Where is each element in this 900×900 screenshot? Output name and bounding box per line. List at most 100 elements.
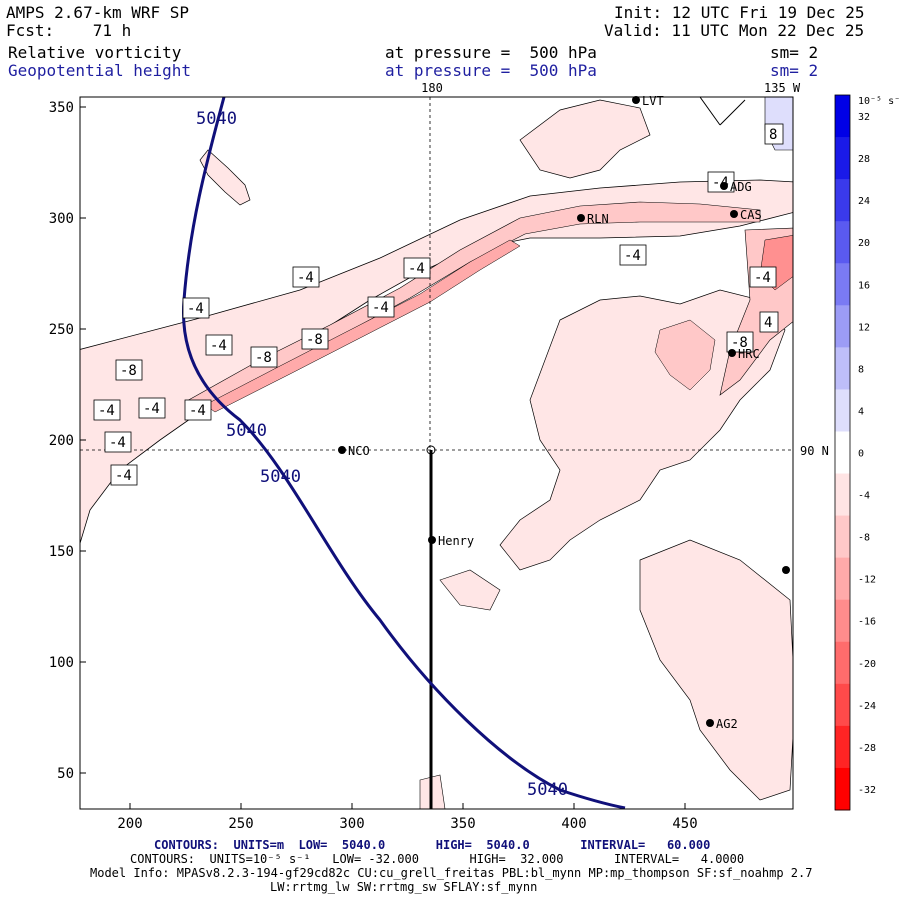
colorbar-tick-label: 4 [858,406,864,417]
colorbar-frame [834,94,851,811]
field1-name: Relative vorticity [8,43,182,62]
northeast-coast-line-2 [719,99,746,126]
station-label: AG2 [716,717,738,731]
colorbar-cell [835,431,850,475]
colorbar-tick-label: -12 [858,575,876,586]
colorbar-cell [835,641,850,685]
stations: LVT ADG RLN NCO Henry HRC AG2 CAS [338,94,790,731]
meridian-label: 180 [421,81,443,95]
station-label: LVT [642,94,664,108]
colorbar-cell [835,179,850,222]
station-marker [728,349,736,357]
x-tick-label: 450 [672,816,697,832]
x-tick-label: 200 [117,816,142,832]
colorbar-cell [835,389,850,432]
x-tick-label: 300 [339,816,364,832]
height-label-south: 5040 [527,780,568,800]
colorbar-tick-label: -24 [858,701,876,712]
x-tick-label: 250 [228,816,253,832]
vorticity-blob-west [199,149,251,206]
y-tick-label: 200 [49,433,74,449]
colorbar-cell [835,599,850,643]
vort-label: -4 [98,403,115,419]
station-marker [632,96,640,104]
pole-marker [426,445,436,455]
field1-level: at pressure = 500 hPa [385,43,597,62]
colorbar-tick-label: -20 [858,659,876,670]
station-label: HRC [738,347,760,361]
height-label-north: 5040 [196,109,237,129]
vort-label: -4 [624,248,641,264]
vorticity-band-core [204,239,521,413]
x-axis-tick-labels: 200 250 300 350 400 450 [117,816,697,832]
forecast-hour: Fcst: 71 h [6,21,132,40]
vorticity-contour-info: CONTOURS: UNITS=10⁻⁵ s⁻¹ LOW= -32.000 HI… [130,852,745,866]
colorbar-tick-label: 28 [858,154,870,165]
colorbar-unit: 10⁻⁵ s⁻¹ [858,96,900,107]
field2-smoothing: sm= 2 [770,61,819,80]
valid-time: Valid: 11 UTC Mon 22 Dec 25 [604,21,865,40]
vort-label: -8 [120,363,137,379]
colorbar-cell [835,263,850,306]
vorticity-field [80,97,793,809]
colorbar: 10⁻⁵ s⁻¹ 32 28 24 20 16 12 8 4 0 -4 -8 -12 -16 -20 -24… [834,94,900,811]
vort-label: -4 [143,401,160,417]
colorbar-tick-label: 32 [858,112,870,123]
colorbar-tick-label: 24 [858,196,870,207]
station-marker [428,536,436,544]
colorbar-cell [835,137,850,180]
station-marker [338,446,346,454]
field2-level: at pressure = 500 hPa [385,61,597,80]
field1-smoothing: sm= 2 [770,43,819,62]
colorbar-tick-label: -4 [858,491,870,502]
vort-label: -8 [306,332,323,348]
station-label: CAS [740,208,762,222]
colorbar-tick-label: -16 [858,617,876,628]
height-contour-5040-west [182,97,626,809]
station-marker [577,214,585,222]
guide-lines [80,97,793,809]
vort-label: -8 [731,335,748,351]
colorbar-cell [835,557,850,601]
vort-label: -4 [372,300,389,316]
vort-label: -4 [210,338,227,354]
vort-label: -4 [408,261,425,277]
station-label: Henry [438,534,474,548]
colorbar-tick-label: -28 [858,743,876,754]
vort-label: -4 [115,468,132,484]
colorbar-tick-label: 8 [858,364,864,375]
vorticity-blob-north [519,99,651,179]
station-marker [720,182,728,190]
vort-label: -8 [255,350,272,366]
station-marker [730,210,738,218]
colorbar-tick-label: -32 [858,785,876,796]
vorticity-patch-east [499,289,786,571]
vorticity-contour-labels: -4 -4 -4 -4 -4 -4 -4 -4 -4 -4 -4 -4 -4 [93,123,784,486]
y-axis-tick-labels: 350 300 250 200 150 100 50 [49,100,74,782]
colorbar-cell [835,767,850,811]
vorticity-patch-south-2 [439,569,501,611]
colorbar-cell [835,515,850,559]
colorbar-tick-label: 16 [858,280,870,291]
colorbar-cell [835,221,850,264]
y-tick-label: 300 [49,211,74,227]
vorticity-patch-south [639,539,793,801]
vort-label: -4 [754,270,771,286]
y-tick-label: 250 [49,322,74,338]
vort-label: -4 [297,270,314,286]
station-label: NCO [348,444,370,458]
colorbar-cell [835,683,850,727]
colorbar-tick-label: -8 [858,533,870,544]
model-info: Model Info: MPASv8.2.3-194-gf29cd82c CU:… [90,866,813,880]
colorbar-tick-label: 12 [858,322,870,333]
height-contour-labels: 5040 5040 5040 5040 [196,109,568,800]
y-tick-label: 100 [49,655,74,671]
colorbar-tick-label: 0 [858,449,864,460]
axis-ticks [80,106,686,809]
field2-name: Geopotential height [8,61,192,80]
colorbar-tick-labels: 32 28 24 20 16 12 8 4 0 -4 -8 -12 -16 -20 -24 -28 -32 [858,112,876,796]
vort-label: 8 [769,127,777,143]
y-tick-label: 150 [49,544,74,560]
